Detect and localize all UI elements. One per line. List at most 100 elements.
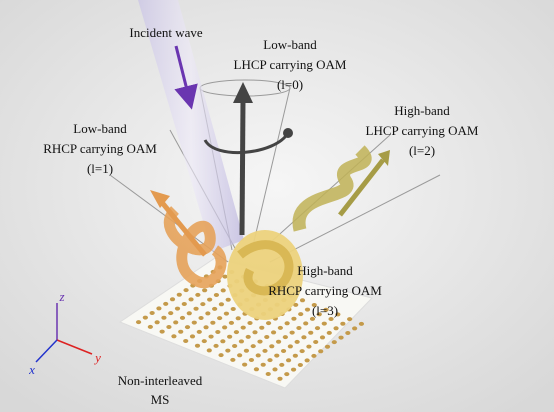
- ms-unit: [333, 326, 338, 330]
- ms-unit: [318, 349, 323, 353]
- ms-unit: [288, 344, 293, 348]
- ms-unit: [155, 320, 160, 324]
- ms-unit: [257, 340, 262, 344]
- ms-unit: [338, 336, 343, 340]
- ms-unit: [236, 316, 241, 320]
- label: High-band: [297, 263, 353, 278]
- ms-unit: [267, 358, 272, 362]
- label: RHCP carrying OAM: [43, 141, 157, 156]
- ms-unit: [269, 344, 274, 348]
- ms-unit: [183, 288, 188, 292]
- ms-unit: [276, 340, 281, 344]
- ms-unit: [266, 372, 271, 376]
- ms-unit: [148, 325, 153, 329]
- ms-unit: [252, 330, 257, 334]
- ms-unit: [320, 335, 325, 339]
- ms-unit: [311, 354, 316, 358]
- ms-unit: [197, 330, 202, 334]
- ms-unit: [237, 353, 242, 357]
- ms-unit: [177, 293, 182, 297]
- ms-unit: [166, 325, 171, 329]
- ms-unit: [175, 307, 180, 311]
- ms-unit: [208, 335, 213, 339]
- ms-unit: [272, 367, 277, 371]
- ms-unit: [231, 307, 236, 311]
- rotation-dot: [283, 128, 293, 138]
- ms-unit: [193, 307, 198, 311]
- ms-unit: [277, 377, 282, 381]
- label: (l=2): [409, 143, 435, 158]
- ms-unit: [259, 326, 264, 330]
- ms-unit: [219, 302, 224, 306]
- ms-unit: [279, 363, 284, 367]
- ms-unit: [150, 311, 155, 315]
- label: Incident wave: [129, 25, 203, 40]
- ms-unit: [298, 363, 303, 367]
- ms-unit: [202, 339, 207, 343]
- ms-unit: [305, 308, 310, 312]
- ms-unit: [190, 334, 195, 338]
- ms-unit: [340, 322, 345, 326]
- ms-unit: [198, 316, 203, 320]
- ms-unit: [283, 335, 288, 339]
- ms-unit: [224, 312, 229, 316]
- ms-unit: [213, 344, 218, 348]
- ms-unit: [271, 330, 276, 334]
- ms-unit: [293, 354, 298, 358]
- label: (l=0): [277, 77, 303, 92]
- ms-unit: [171, 334, 176, 338]
- ms-unit: [264, 335, 269, 339]
- figure: z y x Incident wave Low-band LHCP carryi…: [0, 0, 554, 412]
- ms-unit: [195, 293, 200, 297]
- ms-unit: [226, 298, 231, 302]
- ms-unit: [200, 302, 205, 306]
- ms-unit: [327, 331, 332, 335]
- ms-unit: [284, 372, 289, 376]
- ms-unit: [214, 293, 219, 297]
- ms-unit: [295, 340, 300, 344]
- ms-unit: [202, 288, 207, 292]
- ms-unit: [229, 321, 234, 325]
- ms-unit: [322, 322, 327, 326]
- ms-unit: [210, 321, 215, 325]
- ms-unit: [143, 316, 148, 320]
- ms-unit: [170, 297, 175, 301]
- ms-unit: [303, 321, 308, 325]
- page: z y x Incident wave Low-band LHCP carryi…: [0, 0, 554, 412]
- ms-unit: [262, 349, 267, 353]
- axis-label: y: [93, 350, 101, 365]
- ms-unit: [306, 345, 311, 349]
- ms-unit: [300, 349, 305, 353]
- label: RHCP carrying OAM: [268, 283, 382, 298]
- ms-unit: [168, 311, 173, 315]
- ms-unit: [345, 331, 350, 335]
- ms-unit: [308, 331, 313, 335]
- ms-unit: [221, 288, 226, 292]
- ms-unit: [188, 297, 193, 301]
- ms-unit: [359, 322, 364, 326]
- ms-unit: [256, 353, 261, 357]
- ms-unit: [187, 311, 192, 315]
- ms-unit: [205, 311, 210, 315]
- label: High-band: [394, 103, 450, 118]
- ms-unit: [291, 368, 296, 372]
- label: (l=3): [312, 303, 338, 318]
- ms-unit: [220, 339, 225, 343]
- ms-unit: [195, 344, 200, 348]
- label: Low-band: [263, 37, 317, 52]
- label: MS: [151, 392, 170, 407]
- ms-unit: [313, 340, 318, 344]
- ms-unit: [241, 326, 246, 330]
- ms-unit: [215, 330, 220, 334]
- ms-unit: [290, 331, 295, 335]
- ms-unit: [163, 302, 168, 306]
- ms-unit: [251, 344, 256, 348]
- ms-unit: [185, 325, 190, 329]
- ms-unit: [182, 302, 187, 306]
- ms-unit: [244, 349, 249, 353]
- ms-unit: [301, 335, 306, 339]
- ms-unit: [232, 344, 237, 348]
- ms-unit: [183, 339, 188, 343]
- label: LHCP carrying OAM: [366, 123, 479, 138]
- label: (l=1): [87, 161, 113, 176]
